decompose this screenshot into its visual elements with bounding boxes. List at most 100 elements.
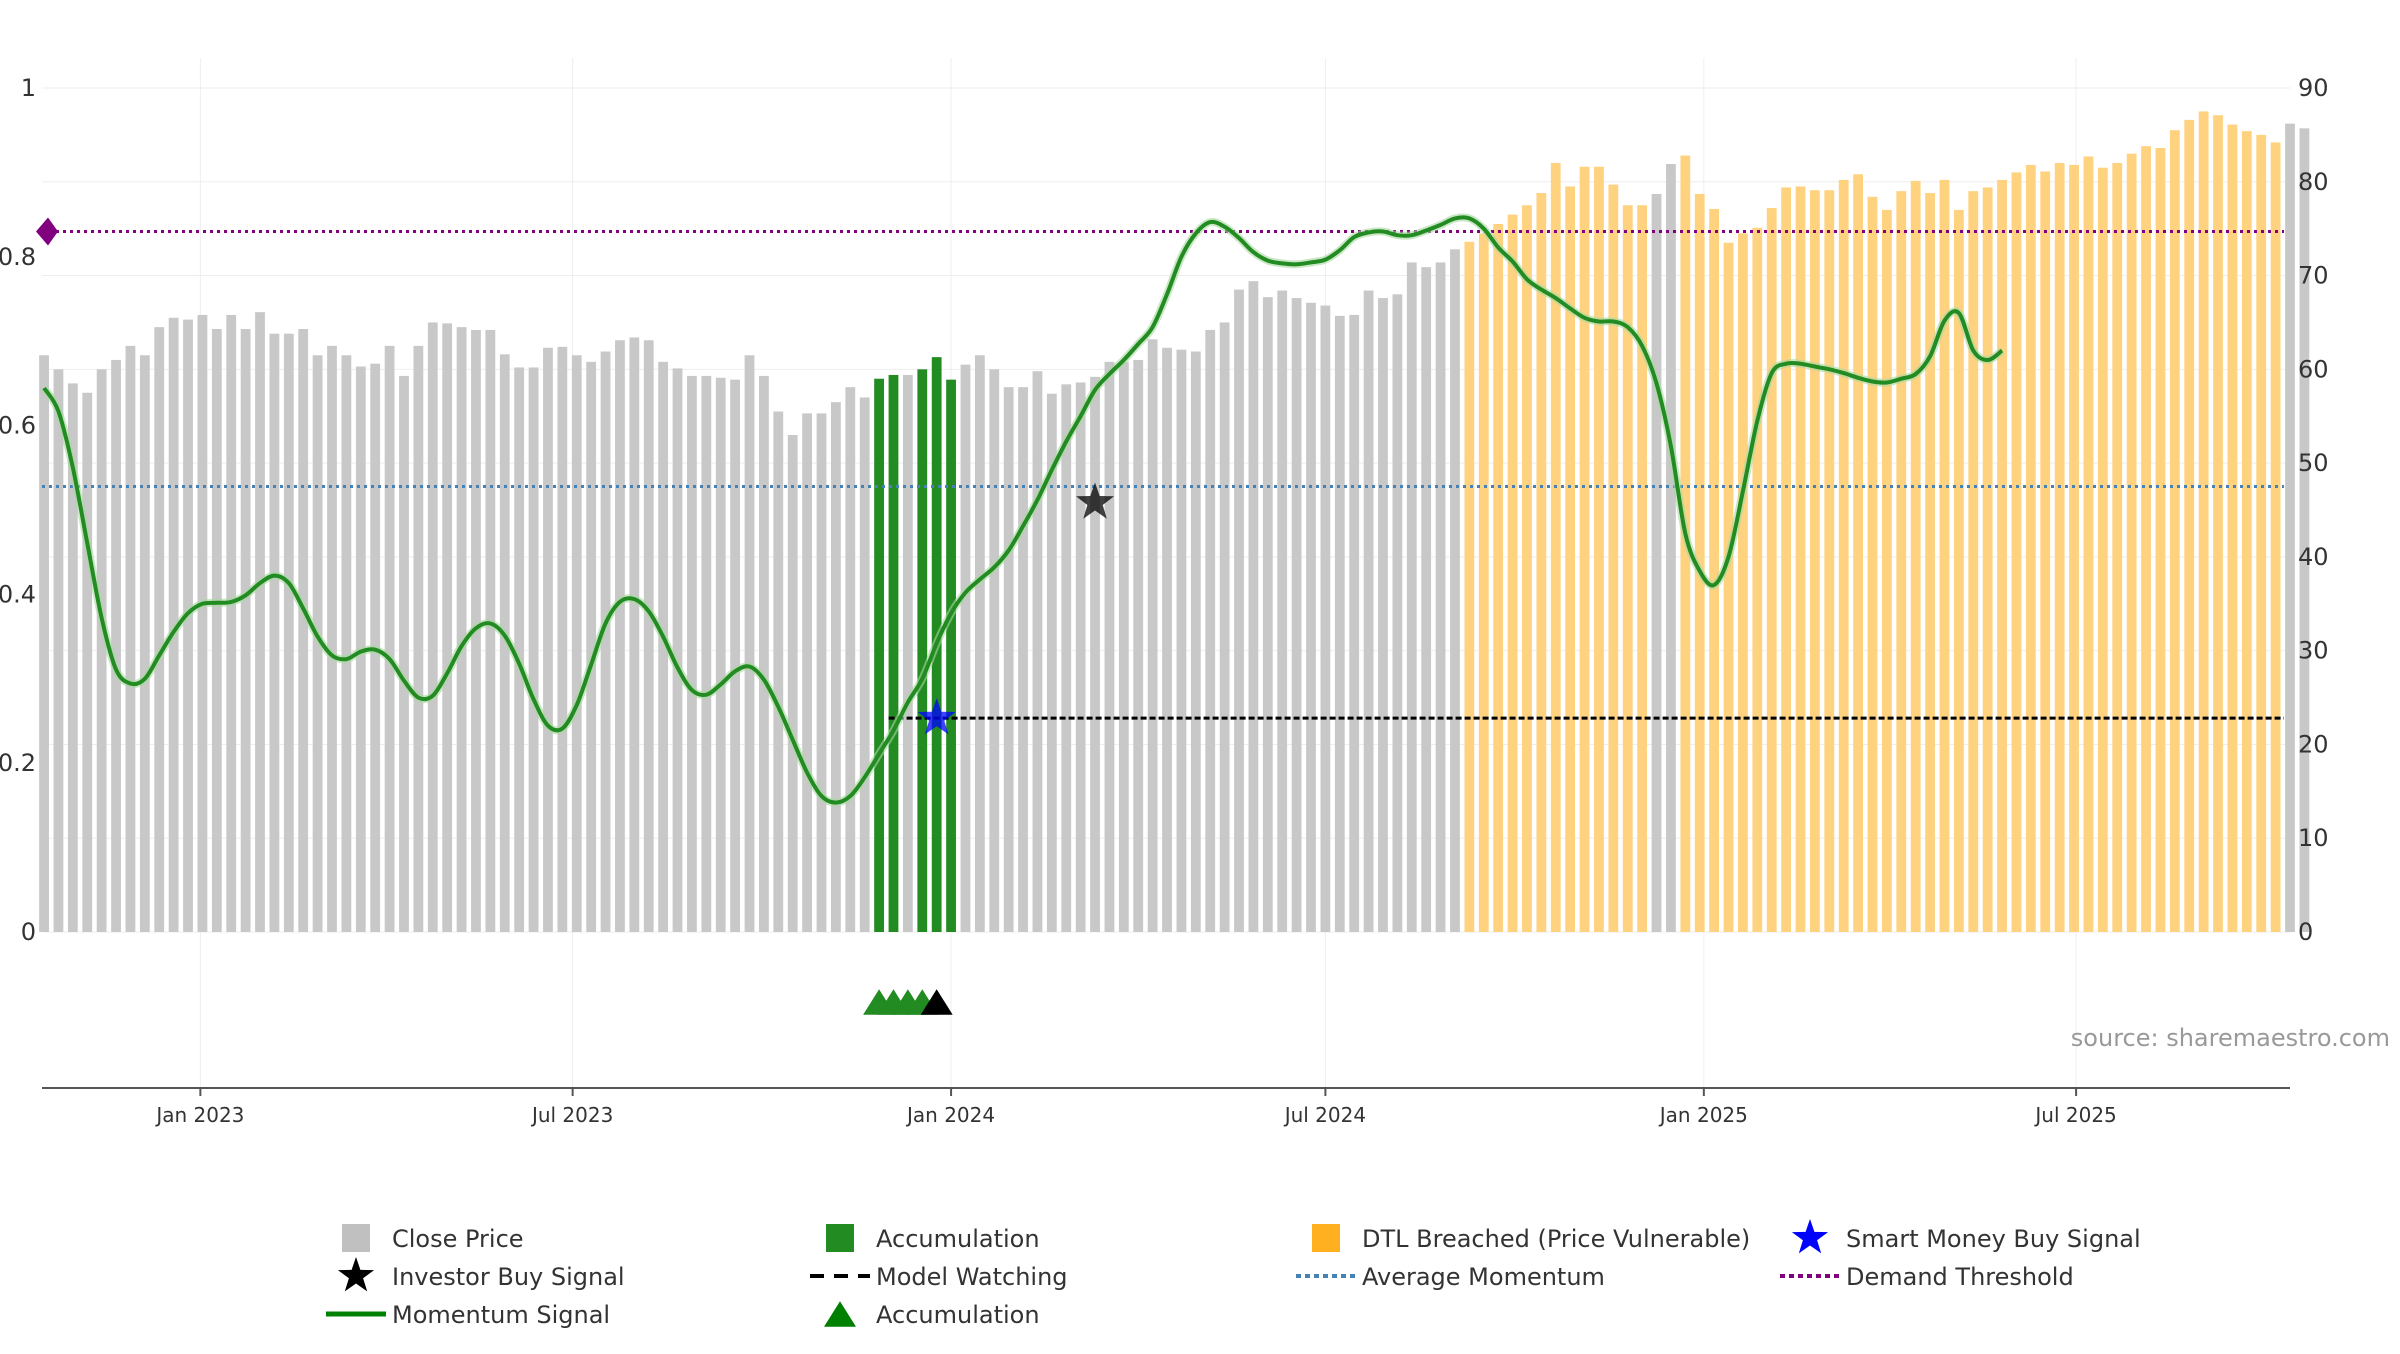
price-bar bbox=[1248, 281, 1259, 932]
price-bar bbox=[1291, 298, 1302, 932]
price-bar bbox=[1378, 298, 1388, 932]
price-bar bbox=[1622, 205, 1633, 932]
price-bar bbox=[139, 355, 150, 932]
price-bar bbox=[816, 413, 827, 932]
price-bar bbox=[1176, 349, 1187, 932]
price-bar bbox=[787, 434, 798, 932]
legend-item: Accumulation bbox=[826, 1224, 1040, 1253]
legend-item: Accumulation bbox=[824, 1301, 1040, 1329]
price-bar bbox=[1752, 227, 1763, 932]
legend: Close Price Accumulation DTL Breached (Pri… bbox=[326, 1219, 2141, 1329]
price-bar bbox=[658, 361, 669, 932]
smart-money-buy-signal-label: Smart Money Buy Signal bbox=[1846, 1225, 2141, 1253]
price-bar bbox=[1925, 193, 1935, 932]
price-bar bbox=[2083, 156, 2094, 933]
x-tick-label: Jan 2023 bbox=[154, 1103, 244, 1127]
x-tick-label: Jan 2025 bbox=[1658, 1103, 1748, 1127]
price-bar bbox=[2011, 172, 2022, 932]
price-bar bbox=[2054, 163, 2065, 932]
price-bar bbox=[1522, 205, 1532, 932]
legend-item: Momentum Signal bbox=[326, 1301, 610, 1329]
price-bar bbox=[989, 369, 1000, 932]
price-bar bbox=[96, 369, 107, 932]
price-bar bbox=[1032, 371, 1043, 933]
x-tick-label: Jan 2024 bbox=[905, 1103, 995, 1127]
price-bar bbox=[67, 383, 78, 932]
y-left-tick-label: 0 bbox=[21, 918, 36, 946]
legend-item: Demand Threshold bbox=[1780, 1263, 2074, 1291]
y-right-tick-label: 10 bbox=[2298, 824, 2329, 852]
dtl-breached-price-vulnerable--swatch bbox=[1312, 1224, 1340, 1252]
investor-buy-signal-label: Investor Buy Signal bbox=[392, 1263, 625, 1291]
price-bar bbox=[211, 329, 222, 932]
price-bar bbox=[1090, 376, 1100, 932]
price-bar bbox=[1464, 241, 1475, 933]
price-bar bbox=[2069, 164, 2079, 933]
price-bar bbox=[2097, 167, 2108, 932]
axes-layer: Jan 2023 Jul 2023 Jan 2024 Jul 2024 Jan 2025… bbox=[0, 74, 2329, 1127]
price-bar bbox=[1637, 205, 1648, 932]
legend-item: Investor Buy Signal bbox=[337, 1257, 625, 1292]
price-bar bbox=[1018, 387, 1028, 932]
price-bar bbox=[874, 378, 884, 932]
price-bar bbox=[946, 379, 956, 932]
investor-buy-signal-marker bbox=[1076, 482, 1115, 519]
demand-threshold-marker bbox=[36, 217, 58, 246]
price-bar bbox=[1507, 214, 1518, 933]
legend-item: Smart Money Buy Signal bbox=[1791, 1219, 2141, 1254]
bars-layer bbox=[39, 111, 2310, 933]
average-momentum-label: Average Momentum bbox=[1362, 1263, 1605, 1291]
price-bar bbox=[341, 355, 352, 932]
y-left-tick-label: 1 bbox=[21, 74, 36, 102]
price-bar bbox=[1738, 233, 1748, 932]
price-bar bbox=[514, 367, 525, 932]
price-bar bbox=[2112, 163, 2123, 932]
price-bar bbox=[773, 411, 784, 932]
price-bar bbox=[125, 345, 136, 932]
price-bar bbox=[442, 323, 453, 933]
price-bar bbox=[1651, 193, 1662, 933]
price-bar bbox=[687, 375, 697, 932]
price-bar bbox=[1190, 351, 1201, 932]
price-bar bbox=[399, 375, 409, 932]
price-bar bbox=[1666, 163, 1676, 932]
y-left-tick-label: 0.4 bbox=[0, 580, 36, 608]
y-left-tick-label: 0.2 bbox=[0, 749, 36, 777]
price-bar bbox=[557, 346, 568, 932]
price-bar bbox=[1709, 208, 1720, 932]
y-right-tick-label: 50 bbox=[2298, 449, 2329, 477]
price-bar bbox=[2241, 131, 2252, 933]
price-bar bbox=[2184, 119, 2195, 932]
price-bar bbox=[384, 345, 395, 932]
price-bar bbox=[1320, 305, 1331, 932]
price-bar bbox=[1277, 290, 1288, 932]
price-bar bbox=[2169, 130, 2180, 932]
price-bar bbox=[2040, 171, 2051, 932]
close-price-swatch bbox=[342, 1224, 370, 1252]
price-bar bbox=[701, 375, 712, 932]
price-bar bbox=[1162, 347, 1172, 933]
price-bar bbox=[759, 375, 769, 932]
lines-layer bbox=[36, 213, 2284, 807]
legend-item: DTL Breached (Price Vulnerable) bbox=[1312, 1224, 1750, 1253]
price-bar bbox=[1781, 187, 1791, 933]
y-left-tick-label: 0.8 bbox=[0, 243, 36, 271]
price-bar bbox=[960, 364, 971, 933]
price-bar bbox=[53, 369, 64, 932]
price-bar bbox=[1306, 302, 1316, 932]
price-bar bbox=[2213, 115, 2223, 932]
price-bar bbox=[1234, 289, 1244, 933]
price-bar bbox=[643, 340, 654, 932]
price-bar bbox=[2155, 148, 2166, 933]
price-bar bbox=[917, 369, 928, 932]
legend-item: Model Watching bbox=[810, 1263, 1068, 1291]
price-bar bbox=[1766, 208, 1777, 933]
price-bar bbox=[269, 333, 280, 933]
investor-buy-signal-swatch bbox=[337, 1257, 375, 1292]
smart-money-buy-signal-swatch bbox=[1791, 1219, 1829, 1254]
price-bar bbox=[197, 314, 208, 932]
price-bar bbox=[1262, 297, 1273, 932]
demand-threshold-label: Demand Threshold bbox=[1846, 1263, 2074, 1291]
price-bar bbox=[1853, 174, 1863, 932]
price-bar bbox=[1723, 242, 1734, 932]
